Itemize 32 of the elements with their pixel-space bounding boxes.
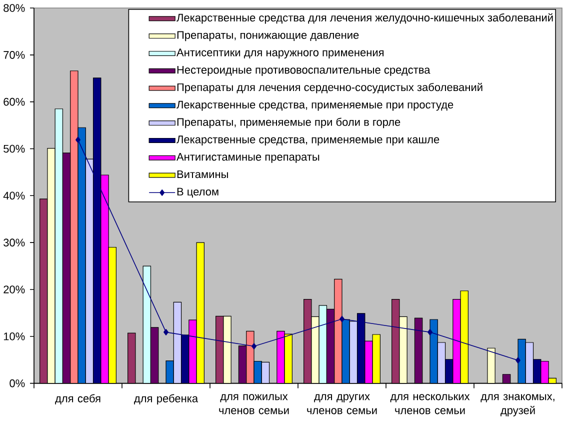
point xyxy=(516,357,520,364)
point xyxy=(76,136,80,144)
x-tick-label: для себя xyxy=(55,394,100,404)
point xyxy=(164,328,168,336)
legend-label: Нестероидные противовоспалительные средства xyxy=(177,66,430,76)
y-tick-label: 10% xyxy=(4,332,25,340)
y-tick-label: 30% xyxy=(4,238,25,246)
point xyxy=(428,328,432,336)
legend-label: Антигистаминые препараты xyxy=(176,153,320,163)
x-tick-label: для знакомых, друзей xyxy=(480,394,554,416)
x-tick-label: для пожилых членов семьи xyxy=(219,394,289,414)
legend-label: Антисептики для наружного применения xyxy=(176,48,384,58)
point xyxy=(340,316,344,322)
y-tick-label: 50% xyxy=(4,144,25,153)
legend-label: Лекарственные средства, применяемые при простуде xyxy=(176,100,454,111)
x-tick-label: для нескольких членов семьи xyxy=(390,394,470,414)
legend-label: Препараты для лечения сердечно-сосудистых заболеваний xyxy=(177,82,482,94)
legend-label: Витамины xyxy=(177,170,228,178)
legend-label: Лекарственные средства, применяемые при кашле xyxy=(176,136,440,146)
point xyxy=(252,343,256,350)
x-tick-label: для ребенка xyxy=(134,394,198,405)
y-tick-label: 60% xyxy=(4,98,25,106)
legend-label: Препараты, понижающие давление xyxy=(177,31,359,42)
y-tick-label: 0% xyxy=(10,379,25,388)
legend-label: Лекарственные средства для лечения желудочно-кишечных заболеваний xyxy=(176,13,553,24)
y-tick-label: 80% xyxy=(4,4,25,12)
legend-label: В целом xyxy=(177,188,218,198)
legend-label: Препараты, применяемые при боли в горле xyxy=(177,118,400,128)
y-tick-label: 70% xyxy=(4,51,25,59)
x-tick-label: для других членов семьи xyxy=(307,394,377,414)
y-tick-label: 20% xyxy=(4,286,25,294)
y-tick-label: 40% xyxy=(3,192,25,200)
